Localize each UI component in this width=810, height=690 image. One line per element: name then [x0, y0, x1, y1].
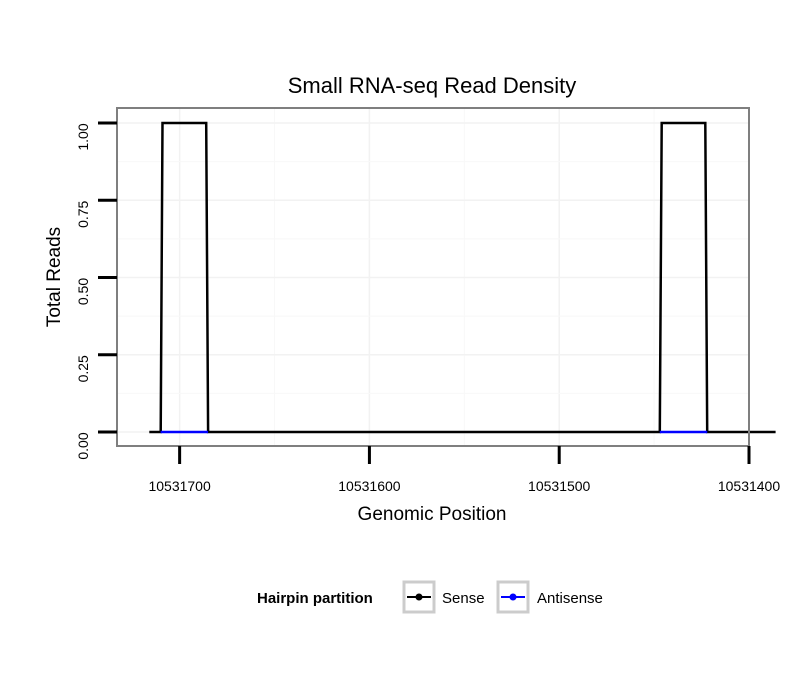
legend: Hairpin partition Sense Antisense	[257, 580, 603, 614]
legend-label-antisense: Antisense	[537, 590, 603, 607]
legend-item-sense: Sense	[402, 580, 485, 614]
chart-title: Small RNA-seq Read Density	[288, 73, 577, 98]
y-tick-label: 0.75	[75, 200, 91, 227]
x-tick-label: 10531600	[338, 478, 401, 494]
legend-key-box-sense	[402, 580, 436, 614]
grid-lines	[117, 108, 750, 446]
y-tick-label: 0.25	[75, 355, 91, 382]
y-tick-label: 0.50	[75, 278, 91, 305]
legend-key-box-antisense	[496, 580, 530, 614]
legend-label-sense: Sense	[442, 590, 485, 607]
y-axis-label: Total Reads	[44, 227, 65, 327]
series-layer	[149, 121, 776, 434]
y-tick-label: 0.00	[75, 432, 91, 459]
x-tick-label: 10531400	[718, 478, 781, 494]
legend-title: Hairpin partition	[257, 590, 373, 607]
legend-marker-antisense	[509, 593, 517, 601]
legend-marker-sense	[415, 593, 423, 601]
x-tick-label: 10531500	[528, 478, 591, 494]
y-axis-ticks: 0.00 0.25 0.50 0.75 1.00	[75, 121, 117, 460]
legend-item-antisense: Antisense	[496, 580, 603, 614]
series-line-sense	[149, 121, 776, 434]
x-axis-label: Genomic Position	[358, 504, 507, 525]
y-tick-label: 1.00	[75, 123, 91, 150]
x-axis-ticks: 10531700 10531600 10531500 10531400	[148, 446, 780, 494]
x-tick-label: 10531700	[148, 478, 211, 494]
